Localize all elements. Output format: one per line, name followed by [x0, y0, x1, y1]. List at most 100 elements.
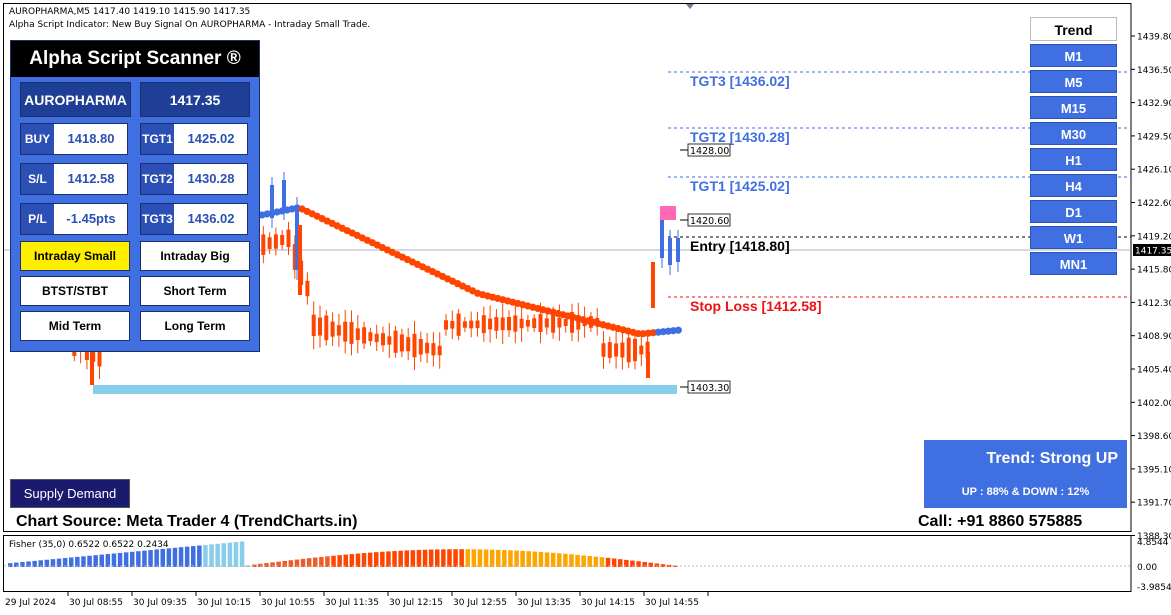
candle-body [381, 333, 385, 346]
candle-body [280, 234, 285, 245]
ma-dot [674, 326, 682, 334]
price-axis-label: 1408.90 [1137, 332, 1171, 342]
tf-m5-button[interactable]: M5 [1030, 70, 1117, 93]
tf-m30-button[interactable]: M30 [1030, 122, 1117, 145]
candle-body [282, 180, 286, 210]
fisher-bar [630, 560, 635, 567]
fisher-bar [227, 542, 233, 567]
candle-body [324, 315, 329, 341]
fisher-bar [294, 559, 300, 567]
price-axis-label: 1402.00 [1137, 399, 1171, 409]
price-axis-label: 1388.30 [1137, 532, 1171, 542]
tf-mn1-button[interactable]: MN1 [1030, 252, 1117, 275]
current-price-label: 1417.35 [1135, 247, 1171, 257]
intraday-big-button[interactable]: Intraday Big [140, 241, 250, 271]
btst-stbt-button[interactable]: BTST/STBT [20, 276, 130, 306]
fisher-bar [380, 551, 385, 567]
box-1428 [687, 143, 731, 157]
fisher-bar [441, 549, 446, 567]
tf-h4-button[interactable]: H4 [1030, 174, 1117, 197]
pl-field: P/L -1.45pts [20, 203, 128, 235]
fisher-bar [215, 543, 220, 567]
candle-body [488, 318, 493, 330]
time-axis-label: 30 Jul 10:55 [261, 598, 315, 608]
fisher-bar [56, 558, 62, 567]
fisher-bar [197, 545, 202, 567]
price-axis-label: 1429.50 [1137, 132, 1171, 142]
tgt2-label: TGT2 [1430.28] [690, 129, 790, 145]
tf-w1-button[interactable]: W1 [1030, 226, 1117, 249]
ma-dot [634, 329, 642, 338]
candle-body [374, 333, 379, 343]
candle-body [431, 343, 436, 356]
intraday-small-button[interactable]: Intraday Small [20, 241, 130, 271]
fisher-bar [306, 558, 312, 567]
fisher-bar [544, 552, 550, 567]
fisher-bar [209, 544, 214, 567]
fisher-bar [14, 562, 19, 567]
candle-body [651, 262, 655, 308]
mid-term-button[interactable]: Mid Term [20, 311, 130, 341]
tf-m15-button[interactable]: M15 [1030, 96, 1117, 119]
candle-body [462, 321, 467, 328]
tgt3-value: 1436.02 [187, 211, 235, 226]
long-term-button[interactable]: Long Term [140, 311, 250, 341]
fisher-bar [270, 562, 275, 567]
scanner-symbol[interactable]: AUROPHARMA [20, 82, 131, 117]
price-axis-label: 1439.80 [1137, 33, 1171, 43]
tf-m1-button[interactable]: M1 [1030, 44, 1117, 67]
supply-demand-button[interactable]: Supply Demand [10, 479, 130, 508]
tf-h1-button[interactable]: H1 [1030, 148, 1117, 171]
fisher-bar [50, 559, 56, 567]
pl-label: P/L [21, 204, 54, 234]
short-term-button[interactable]: Short Term [140, 276, 250, 306]
fisher-bar [416, 549, 422, 567]
fisher-bar [557, 553, 562, 567]
fisher-bar [191, 546, 196, 567]
fisher-bar [453, 549, 458, 567]
fisher-bar [130, 551, 135, 567]
fisher-bar [178, 547, 184, 567]
fisher-bar [203, 544, 208, 567]
fisher-bar [166, 548, 172, 567]
fisher-bar [593, 556, 599, 567]
buy-field: BUY 1418.80 [20, 123, 128, 155]
fisher-bar [428, 549, 434, 567]
fisher-bar [349, 554, 355, 567]
tgt1-field: TGT1 1425.02 [140, 123, 248, 155]
fisher-bar [477, 549, 483, 567]
fisher-bar [672, 565, 678, 567]
candle-body [437, 345, 442, 356]
candle-body [576, 314, 581, 330]
time-axis-label: 30 Jul 11:35 [325, 598, 379, 608]
candle-body [620, 342, 625, 358]
fisher-bar [136, 551, 141, 567]
candle-body [97, 351, 102, 367]
candle-body [668, 238, 672, 265]
fisher-bar [599, 557, 605, 567]
time-axis-label: 30 Jul 12:55 [453, 598, 507, 608]
fisher-bar [62, 558, 68, 567]
tf-d1-button[interactable]: D1 [1030, 200, 1117, 223]
tgt1-value: 1425.02 [187, 131, 235, 146]
box-1428-label: 1428.00 [690, 146, 729, 157]
candle-body [318, 317, 322, 336]
alpha-script-scanner-panel: Alpha Script Scanner ® AUROPHARMA 1417.3… [10, 40, 260, 352]
candle-body [349, 321, 354, 344]
price-axis-label: 1415.80 [1137, 266, 1171, 276]
tgt2-label: TGT2 [141, 164, 174, 194]
fisher-bar [563, 553, 568, 567]
fisher-bar [258, 563, 263, 567]
sl-label: S/L [21, 164, 54, 194]
fisher-bar [20, 562, 25, 567]
candle-body [570, 312, 574, 333]
fisher-bar [642, 561, 647, 567]
candle-body [295, 205, 299, 270]
fisher-bar [550, 552, 556, 567]
fisher-bar [105, 554, 111, 567]
price-axis-label: 1395.10 [1137, 465, 1171, 475]
candle-body [544, 318, 549, 328]
price-axis-label: 1432.90 [1137, 99, 1171, 109]
time-axis-label: 30 Jul 08:55 [69, 598, 123, 608]
